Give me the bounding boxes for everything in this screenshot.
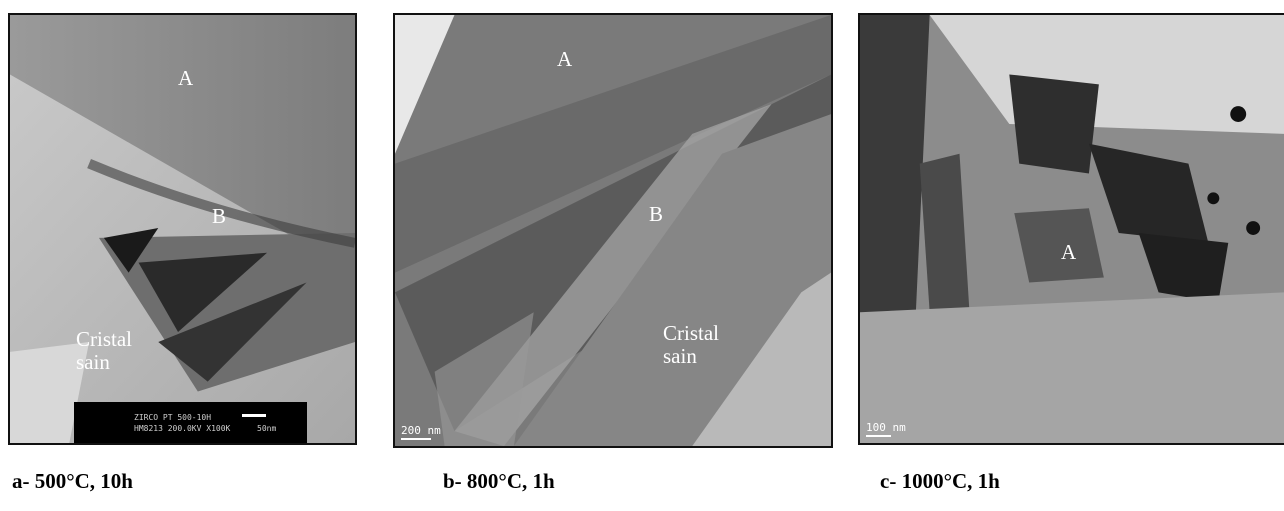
scale-text: 50nm [257, 424, 277, 433]
micrograph-b: A B Cristal sain 200 nm [393, 13, 833, 448]
micrograph-c-image [860, 15, 1284, 443]
micrograph-a: A B Cristal sain ZIRCO PT 500-10H HM8213… [8, 13, 357, 445]
micrograph-b-image [395, 15, 831, 446]
region-a-label: A [178, 66, 194, 90]
scale-text: 100 nm [866, 421, 906, 434]
scale-bar-line [401, 438, 431, 440]
info-line-1: ZIRCO PT 500-10H [134, 413, 212, 422]
micrograph-a-image [10, 15, 355, 443]
caption-b: b- 800°C, 1h [443, 469, 555, 493]
scale-bar: 200 nm [401, 424, 441, 440]
crystal-label: Cristal sain [76, 327, 132, 374]
scale-bar-line [866, 435, 891, 437]
caption-c: c- 1000°C, 1h [880, 469, 1000, 493]
caption-a: a- 500°C, 10h [12, 469, 133, 493]
region-a-label: A [1061, 240, 1077, 264]
info-line-2: HM8213 200.0KV X100K [134, 424, 231, 433]
scale-bar: 100 nm [866, 421, 906, 437]
crystal-label: Cristal sain [663, 321, 719, 368]
micrograph-c: A 100 nm [858, 13, 1284, 445]
region-b-label: B [212, 204, 227, 228]
region-b-label: B [649, 202, 664, 226]
scale-bar [242, 414, 266, 417]
region-a-label: A [557, 47, 573, 71]
micrograph-info-box: ZIRCO PT 500-10H HM8213 200.0KV X100K 50… [74, 402, 307, 443]
scale-text: 200 nm [401, 424, 441, 437]
